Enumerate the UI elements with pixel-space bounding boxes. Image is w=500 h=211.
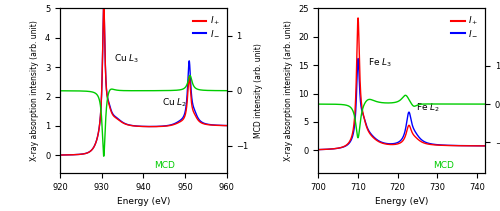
Text: Fe $L_3$: Fe $L_3$ [368, 56, 392, 69]
Legend: $I_+$, $I_-$: $I_+$, $I_-$ [191, 13, 222, 40]
X-axis label: Energy (eV): Energy (eV) [116, 197, 170, 206]
Text: Cu $L_2$: Cu $L_2$ [162, 96, 188, 109]
Text: MCD: MCD [154, 161, 174, 170]
Y-axis label: MCD intensity (arb. unit): MCD intensity (arb. unit) [254, 43, 263, 138]
Text: Cu $L_3$: Cu $L_3$ [114, 52, 140, 65]
Legend: $I_+$, $I_-$: $I_+$, $I_-$ [449, 13, 480, 40]
Text: MCD: MCD [434, 161, 454, 170]
X-axis label: Energy (eV): Energy (eV) [375, 197, 428, 206]
Text: Fe $L_2$: Fe $L_2$ [416, 101, 440, 114]
Y-axis label: X-ray absorption intensity (arb. unit): X-ray absorption intensity (arb. unit) [284, 20, 292, 161]
Y-axis label: X-ray absorption intensity (arb. unit): X-ray absorption intensity (arb. unit) [30, 20, 40, 161]
